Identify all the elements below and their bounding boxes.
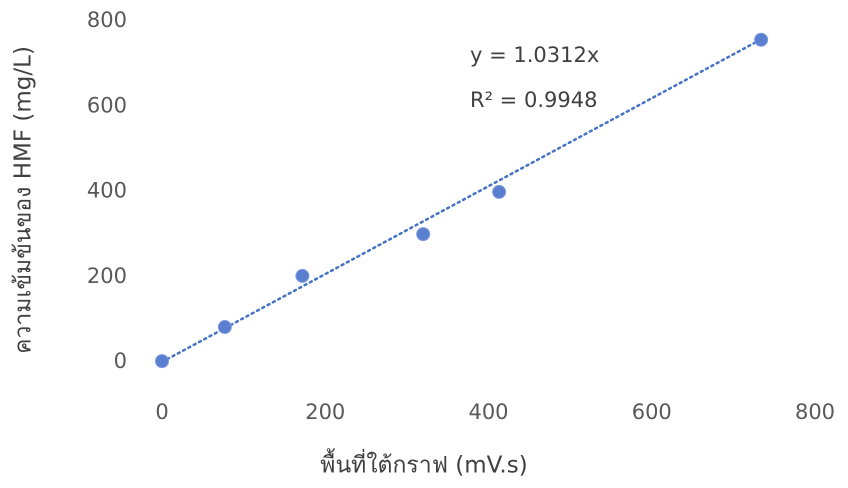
x-axis-title: พื้นที่ใต้กราฟ (mV.s) bbox=[320, 449, 527, 479]
point bbox=[493, 185, 506, 198]
x-tick-label: 600 bbox=[632, 400, 672, 424]
y-tick-label: 400 bbox=[87, 179, 127, 203]
y-tick-label: 200 bbox=[87, 264, 127, 288]
x-tick-label: 800 bbox=[795, 400, 835, 424]
y-tick-label: 800 bbox=[87, 8, 127, 32]
y-tick-label: 0 bbox=[114, 349, 127, 373]
x-tick-label: 0 bbox=[155, 400, 168, 424]
point bbox=[417, 228, 430, 241]
x-tick-label: 200 bbox=[305, 400, 345, 424]
trendline-equation: y = 1.0312x bbox=[470, 43, 599, 67]
trendline-r2: R² = 0.9948 bbox=[470, 88, 597, 112]
trendline bbox=[162, 39, 761, 362]
point bbox=[755, 33, 768, 46]
chart: พื้นที่ใต้กราฟ (mV.s) ความเข้มข้นของ HMF… bbox=[0, 0, 848, 488]
point bbox=[156, 355, 169, 368]
point bbox=[296, 269, 309, 282]
x-tick-label: 400 bbox=[468, 400, 508, 424]
point bbox=[218, 321, 231, 334]
y-tick-label: 600 bbox=[87, 93, 127, 117]
y-axis-title: ความเข้มข้นของ HMF (mg/L) bbox=[11, 46, 37, 354]
